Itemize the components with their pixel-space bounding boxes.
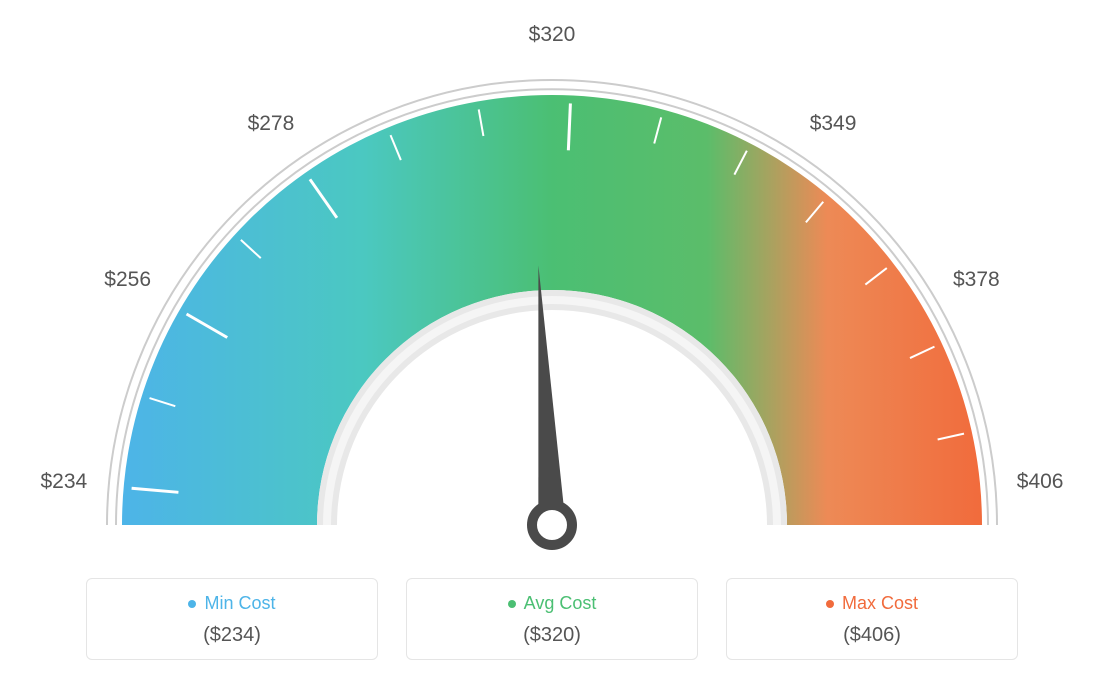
legend-label-avg: Avg Cost (524, 593, 597, 614)
legend-value-avg: ($320) (407, 624, 697, 647)
legend-card-min: Min Cost ($234) (86, 578, 378, 660)
legend-label-max: Max Cost (842, 593, 918, 614)
legend-title-avg: Avg Cost (508, 593, 597, 614)
gauge-tick-label: $256 (104, 268, 151, 292)
gauge-tick-label: $406 (1017, 470, 1064, 494)
legend-card-avg: Avg Cost ($320) (406, 578, 698, 660)
gauge-chart: $234 $256 $278 $320 $349 $378 $406 (0, 0, 1104, 560)
legend-dot-min (188, 600, 196, 608)
gauge-tick-label: $349 (810, 112, 857, 136)
legend-title-min: Min Cost (188, 593, 275, 614)
gauge-tick-label: $234 (41, 470, 88, 494)
legend-label-min: Min Cost (204, 593, 275, 614)
gauge-tick-label: $378 (953, 268, 1000, 292)
legend-value-max: ($406) (727, 624, 1017, 647)
legend-dot-avg (508, 600, 516, 608)
legend-value-min: ($234) (87, 624, 377, 647)
legend-row: Min Cost ($234) Avg Cost ($320) Max Cost… (0, 578, 1104, 660)
gauge-tick-label: $320 (529, 23, 576, 47)
gauge-tick-label: $278 (248, 112, 295, 136)
legend-card-max: Max Cost ($406) (726, 578, 1018, 660)
chart-container: $234 $256 $278 $320 $349 $378 $406 Min Cost ($… (0, 0, 1104, 690)
legend-title-max: Max Cost (826, 593, 918, 614)
legend-dot-max (826, 600, 834, 608)
